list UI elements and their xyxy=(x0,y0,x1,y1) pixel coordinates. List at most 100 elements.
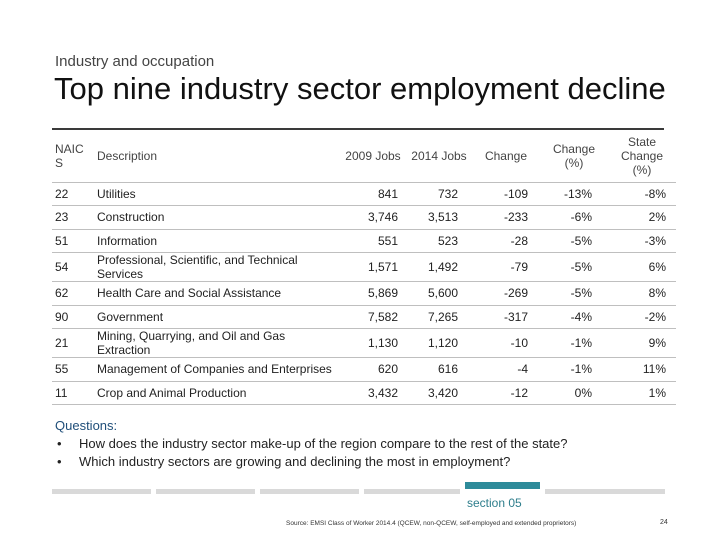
cell-description: Health Care and Social Assistance xyxy=(94,281,340,306)
footer-bar-segment xyxy=(545,489,665,494)
table-row: 51 Information 551 523 -28 -5% -3% xyxy=(52,229,676,253)
section-label: section 05 xyxy=(467,496,522,510)
page-number: 24 xyxy=(660,519,668,526)
cell-2009-jobs: 5,869 xyxy=(340,281,406,306)
cell-change: -12 xyxy=(472,381,540,405)
cell-description: Information xyxy=(94,229,340,253)
cell-description: Crop and Animal Production xyxy=(94,381,340,405)
section-tab xyxy=(465,482,540,489)
cell-description: Mining, Quarrying, and Oil and Gas Extra… xyxy=(94,328,340,358)
header-2009-jobs: 2009 Jobs xyxy=(340,130,406,183)
header-change-pct: Change (%) xyxy=(540,130,608,183)
cell-naics: 62 xyxy=(52,281,94,306)
cell-change-pct: -1% xyxy=(540,328,608,358)
questions-block: Questions: • How does the industry sector… xyxy=(55,417,567,471)
cell-naics: 22 xyxy=(52,182,94,206)
footer-bar-segment xyxy=(260,489,359,494)
cell-state-change-pct: -8% xyxy=(608,182,676,206)
cell-state-change-pct: -2% xyxy=(608,305,676,329)
cell-change-pct: -13% xyxy=(540,182,608,206)
header-2014-jobs: 2014 Jobs xyxy=(406,130,472,183)
header-change: Change xyxy=(472,130,540,183)
slide-title: Top nine industry sector employment decl… xyxy=(54,71,666,106)
title-divider xyxy=(52,128,664,130)
cell-2014-jobs: 732 xyxy=(406,182,472,206)
cell-2014-jobs: 5,600 xyxy=(406,281,472,306)
cell-change: -109 xyxy=(472,182,540,206)
cell-state-change-pct: 6% xyxy=(608,252,676,282)
cell-description: Construction xyxy=(94,205,340,230)
cell-2014-jobs: 1,120 xyxy=(406,328,472,358)
cell-change: -269 xyxy=(472,281,540,306)
table-row: 90 Government 7,582 7,265 -317 -4% -2% xyxy=(52,305,676,329)
cell-change: -10 xyxy=(472,328,540,358)
cell-change: -28 xyxy=(472,229,540,253)
footer-bar-segment xyxy=(52,489,151,494)
question-text: Which industry sectors are growing and d… xyxy=(79,454,511,469)
footer-bar-segment xyxy=(364,489,460,494)
cell-change-pct: -5% xyxy=(540,281,608,306)
header-naics: NAICS xyxy=(52,130,94,183)
cell-description: Professional, Scientific, and Technical … xyxy=(94,252,340,282)
table-row: 21 Mining, Quarrying, and Oil and Gas Ext… xyxy=(52,328,676,358)
cell-description: Management of Companies and Enterprises xyxy=(94,357,340,382)
table-row: 54 Professional, Scientific, and Technica… xyxy=(52,252,676,282)
question-text: How does the industry sector make-up of … xyxy=(79,436,568,451)
cell-change-pct: 0% xyxy=(540,381,608,405)
slide-kicker: Industry and occupation xyxy=(55,53,215,70)
cell-state-change-pct: 2% xyxy=(608,205,676,230)
cell-description: Utilities xyxy=(94,182,340,206)
footer-bar-segment xyxy=(156,489,255,494)
cell-state-change-pct: 9% xyxy=(608,328,676,358)
cell-naics: 51 xyxy=(52,229,94,253)
table-row: 55 Management of Companies and Enterprise… xyxy=(52,357,676,382)
cell-change-pct: -6% xyxy=(540,205,608,230)
cell-2014-jobs: 3,420 xyxy=(406,381,472,405)
cell-state-change-pct: 1% xyxy=(608,381,676,405)
cell-2009-jobs: 3,432 xyxy=(340,381,406,405)
table-row: 23 Construction 3,746 3,513 -233 -6% 2% xyxy=(52,205,676,230)
cell-change-pct: -5% xyxy=(540,252,608,282)
cell-2009-jobs: 1,130 xyxy=(340,328,406,358)
bullet-glyph: • xyxy=(57,454,62,469)
cell-change: -317 xyxy=(472,305,540,329)
header-state-change-pct: State Change (%) xyxy=(608,130,676,183)
cell-2014-jobs: 523 xyxy=(406,229,472,253)
cell-2009-jobs: 3,746 xyxy=(340,205,406,230)
cell-state-change-pct: 11% xyxy=(608,357,676,382)
cell-state-change-pct: 8% xyxy=(608,281,676,306)
question-item: • How does the industry sector make-up of… xyxy=(55,435,567,453)
cell-2014-jobs: 616 xyxy=(406,357,472,382)
bullet-glyph: • xyxy=(57,436,62,451)
cell-2014-jobs: 7,265 xyxy=(406,305,472,329)
cell-state-change-pct: -3% xyxy=(608,229,676,253)
cell-2009-jobs: 1,571 xyxy=(340,252,406,282)
cell-naics: 90 xyxy=(52,305,94,329)
source-note: Source: EMSI Class of Worker 2014.4 (QCE… xyxy=(286,520,577,527)
table-row: 22 Utilities 841 732 -109 -13% -8% xyxy=(52,182,676,206)
table-row: 62 Health Care and Social Assistance 5,869… xyxy=(52,281,676,306)
cell-change: -4 xyxy=(472,357,540,382)
cell-naics: 23 xyxy=(52,205,94,230)
cell-description: Government xyxy=(94,305,340,329)
cell-change-pct: -1% xyxy=(540,357,608,382)
header-description: Description xyxy=(94,130,340,183)
cell-2009-jobs: 841 xyxy=(340,182,406,206)
cell-2009-jobs: 551 xyxy=(340,229,406,253)
cell-naics: 54 xyxy=(52,252,94,282)
questions-heading: Questions: xyxy=(55,418,118,433)
cell-change: -79 xyxy=(472,252,540,282)
cell-2009-jobs: 7,582 xyxy=(340,305,406,329)
cell-naics: 55 xyxy=(52,357,94,382)
table-header-row: NAICS Description 2009 Jobs 2014 Jobs Ch… xyxy=(52,130,676,183)
cell-naics: 11 xyxy=(52,381,94,405)
cell-change-pct: -5% xyxy=(540,229,608,253)
industry-employment-table: NAICS Description 2009 Jobs 2014 Jobs Ch… xyxy=(52,130,676,405)
cell-naics: 21 xyxy=(52,328,94,358)
cell-2014-jobs: 3,513 xyxy=(406,205,472,230)
cell-change-pct: -4% xyxy=(540,305,608,329)
cell-2014-jobs: 1,492 xyxy=(406,252,472,282)
table-row: 11 Crop and Animal Production 3,432 3,420 -1… xyxy=(52,381,676,405)
cell-2009-jobs: 620 xyxy=(340,357,406,382)
cell-change: -233 xyxy=(472,205,540,230)
